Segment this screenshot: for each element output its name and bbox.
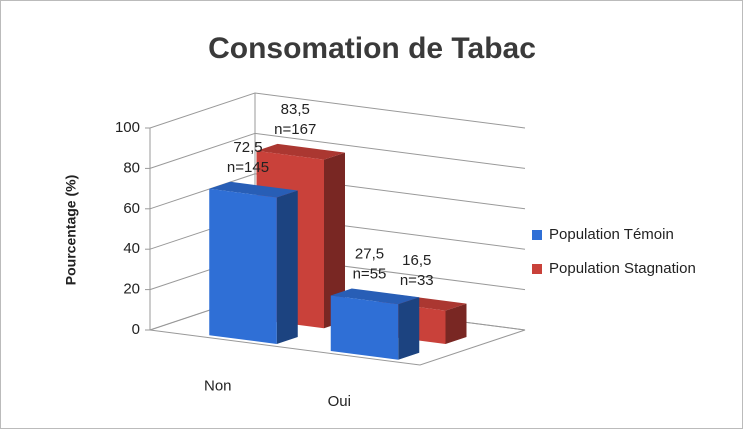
bar-top	[256, 143, 345, 160]
n-label: n=145	[227, 159, 269, 176]
bar-side	[276, 190, 298, 344]
legend-swatch	[532, 264, 542, 274]
value-label: 83,5	[281, 101, 310, 118]
y-tick-label: 60	[123, 200, 140, 217]
x-tick-label: Oui	[328, 393, 351, 410]
bar-side	[324, 152, 345, 329]
legend-label: Population Stagnation	[549, 260, 696, 277]
y-tick-label: 20	[123, 281, 140, 298]
value-label: 16,5	[402, 252, 431, 269]
bar-side	[445, 303, 467, 344]
y-tick-label: 80	[123, 159, 140, 176]
legend-swatch	[532, 230, 542, 240]
y-axis-title: Pourcentage (%)	[63, 175, 79, 285]
n-label: n=167	[274, 121, 316, 138]
bar	[209, 188, 277, 344]
bar-top	[209, 181, 298, 198]
n-label: n=33	[400, 272, 434, 289]
value-label: 72,5	[233, 139, 262, 156]
y-tick-label: 40	[123, 240, 140, 257]
legend-label: Population Témoin	[549, 226, 674, 243]
bar	[330, 295, 399, 360]
chart-title: Consomation de Tabac	[208, 32, 536, 65]
y-tick-label: 100	[115, 119, 140, 136]
y-tick-label: 0	[132, 321, 140, 338]
bar-top	[330, 288, 420, 305]
n-label: n=55	[353, 265, 387, 282]
value-label: 27,5	[355, 245, 384, 262]
bar-side	[398, 297, 420, 360]
x-tick-label: Non	[204, 377, 232, 394]
